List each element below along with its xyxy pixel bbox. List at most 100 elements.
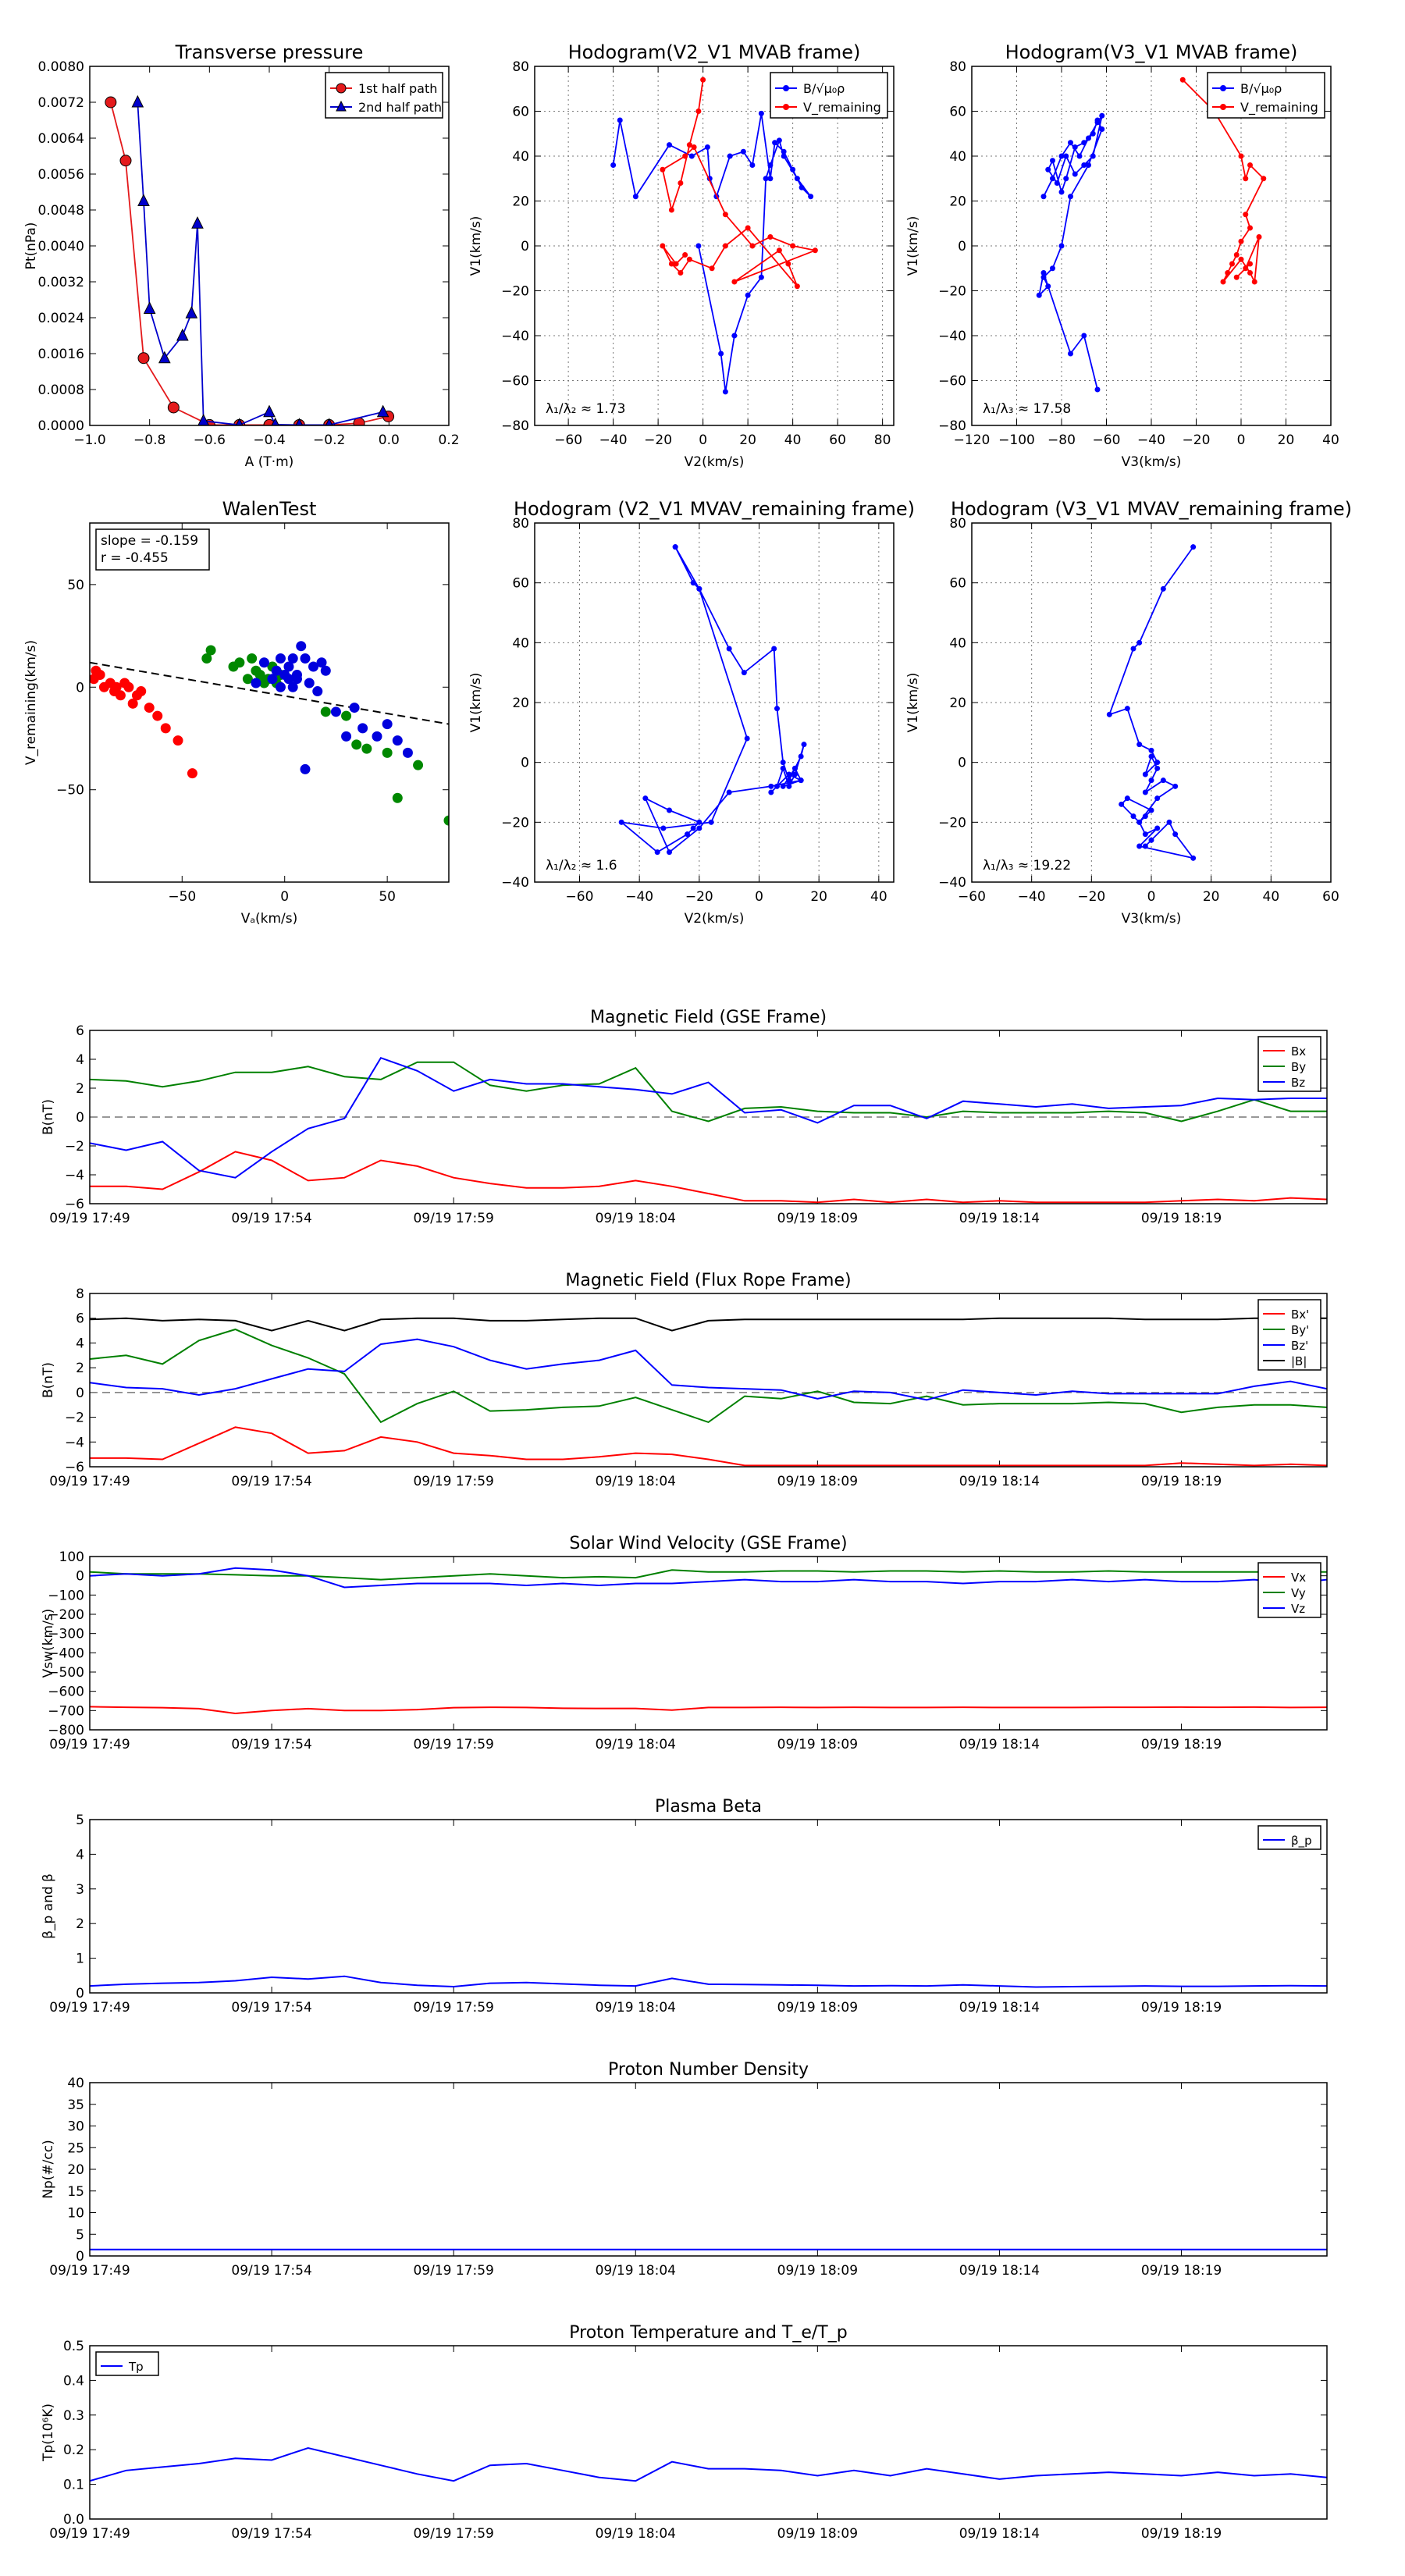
chart-bfr: Magnetic Field (Flux Rope Frame) −6 −4 −2 0 2… <box>41 1271 1328 1489</box>
y-tick-label: −200 <box>48 1607 84 1623</box>
data-point <box>167 401 180 414</box>
series-2nd-half-path <box>131 94 389 425</box>
x-tick-label: 20 <box>1278 432 1295 448</box>
data-point <box>185 306 198 318</box>
data-point <box>642 795 649 802</box>
data-point <box>696 585 702 592</box>
data-point <box>744 735 750 742</box>
x-tick-label: 09/19 18:19 <box>1141 1211 1222 1226</box>
y-tick-label: 0.0008 <box>38 382 84 398</box>
y-tick-label: 0.0000 <box>38 418 84 434</box>
chart-pt: Transverse pressure 0.0000 0.0008 0.0016 0.0… <box>23 41 460 470</box>
series-line <box>90 1056 1327 1179</box>
y-axis-label: V1(km/s) <box>468 216 484 276</box>
x-tick-label: 09/19 18:04 <box>596 2000 676 2016</box>
plot-frame <box>534 522 895 883</box>
data-point <box>1094 386 1101 393</box>
x-tick-label: 09/19 18:19 <box>1141 2263 1222 2279</box>
y-tick-label: 40 <box>512 635 529 651</box>
data-point <box>144 703 155 713</box>
y-tick-label: 10 <box>67 2206 84 2222</box>
data-point <box>1099 112 1105 119</box>
y-tick-label: 20 <box>949 194 966 210</box>
chart-title: Proton Temperature and T_e/T_p <box>569 2323 847 2343</box>
y-tick-label: 60 <box>949 576 966 592</box>
data-point <box>105 96 117 109</box>
data-point <box>1190 544 1197 550</box>
x-tick-label: 0 <box>755 889 763 905</box>
series-line <box>90 1569 1327 1581</box>
y-tick-label: 0 <box>76 1569 84 1585</box>
data-point <box>94 670 105 681</box>
data-point <box>731 279 738 285</box>
data-point <box>357 723 368 734</box>
data-point <box>678 180 684 186</box>
data-point <box>1040 274 1047 280</box>
data-point <box>1058 243 1065 249</box>
data-point <box>287 653 298 664</box>
y-axis-label: B(nT) <box>41 1099 56 1135</box>
data-point <box>283 661 294 672</box>
series-b- <box>1036 112 1105 393</box>
y-tick-label: −700 <box>48 1703 84 1719</box>
y-tick-label: −40 <box>501 329 529 344</box>
legend-marker <box>336 83 347 94</box>
legend-label: |B| <box>1291 1354 1307 1368</box>
series-line <box>1108 546 1195 859</box>
data-point <box>158 350 171 364</box>
data-point <box>780 783 786 789</box>
plot-frame <box>89 66 450 426</box>
data-point <box>1136 639 1143 646</box>
legend: B/√μ₀ρ V_remaining <box>770 72 888 119</box>
data-point <box>1154 825 1161 831</box>
data-point <box>781 153 787 159</box>
walen-stat-line: r = -0.455 <box>101 550 169 566</box>
series-line <box>90 1317 1327 1332</box>
data-point <box>1058 189 1065 195</box>
data-point <box>758 110 764 116</box>
y-tick-label: 0.0080 <box>38 59 84 75</box>
data-point <box>786 783 792 789</box>
x-tick-label: −120 <box>954 432 991 448</box>
y-tick-label: 80 <box>512 516 529 532</box>
data-point <box>1142 813 1148 820</box>
y-axis-label: Tp(10⁶K) <box>41 2403 56 2462</box>
data-point <box>1136 819 1143 825</box>
data-point <box>1058 153 1065 159</box>
data-point <box>682 153 688 159</box>
data-point <box>111 681 122 692</box>
x-tick-label: −40 <box>599 432 628 448</box>
x-tick-label: 09/19 17:54 <box>231 1211 311 1226</box>
y-tick-label: 0.0056 <box>38 167 84 183</box>
data-point <box>235 418 244 425</box>
data-point <box>667 849 672 856</box>
y-tick-label: 60 <box>949 105 966 120</box>
data-point <box>792 765 798 771</box>
data-point <box>300 763 311 774</box>
data-point <box>1251 279 1257 285</box>
y-tick-label: 8 <box>76 1286 84 1302</box>
data-point <box>695 109 702 114</box>
series-line <box>90 1338 1327 1401</box>
x-tick-label: 20 <box>810 889 827 905</box>
data-point <box>740 148 746 155</box>
chart-title: Magnetic Field (Flux Rope Frame) <box>565 1271 851 1290</box>
x-tick-label: 40 <box>870 889 887 905</box>
data-point <box>798 753 804 760</box>
data-point <box>722 212 728 218</box>
x-tick-label: 09/19 17:59 <box>413 2263 493 2279</box>
x-tick-label: −80 <box>1048 432 1076 448</box>
series-line <box>137 101 383 425</box>
y-tick-label: 0.2 <box>63 2443 84 2458</box>
series-tp <box>90 2446 1327 2482</box>
data-point <box>786 771 792 777</box>
x-tick-label: 09/19 18:04 <box>596 1211 676 1226</box>
data-point <box>1050 265 1055 272</box>
data-point <box>137 194 150 206</box>
x-tick-label: 09/19 18:14 <box>959 1737 1040 1752</box>
data-point <box>372 731 382 742</box>
plot-frame <box>89 1819 1328 1994</box>
plot-area <box>1036 76 1267 393</box>
y-tick-label: −50 <box>56 783 84 799</box>
y-tick-label: −300 <box>48 1627 84 1642</box>
